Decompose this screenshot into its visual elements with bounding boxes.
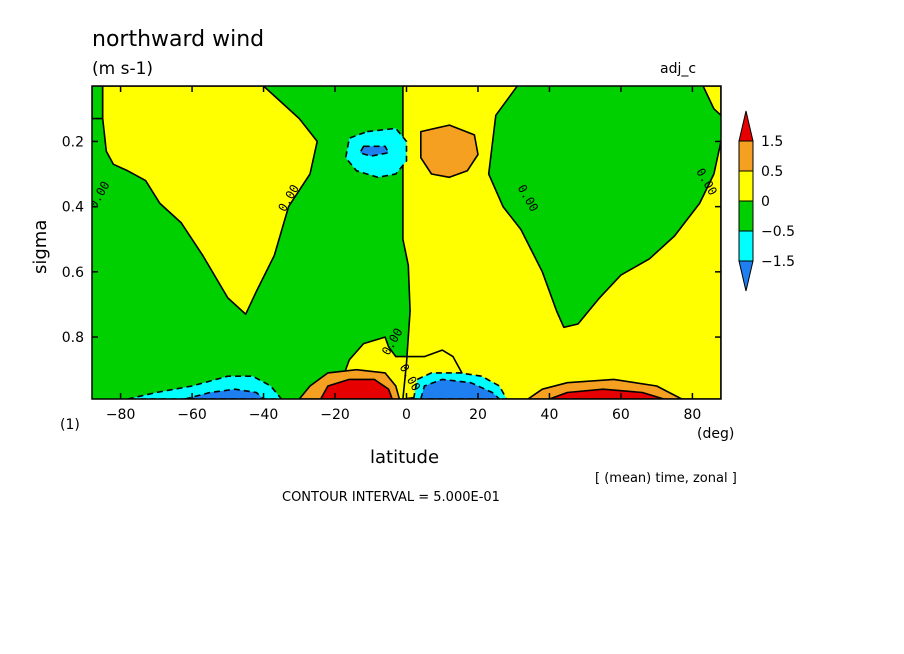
contour-region-lower-nh-pos-core (548, 388, 665, 399)
colorbar: 1.5 0.5 0 −0.5 −1.5 (738, 110, 795, 292)
x-tick-label: 60 (612, 407, 630, 423)
y-axis-ticks: 0.2 0.4 0.6 0.8 (62, 134, 721, 346)
contour-region-band-sh-polar (92, 86, 104, 120)
chart-units: (m s-1) (92, 59, 153, 79)
y-tick-label: 0.4 (62, 200, 84, 216)
colorbar-segment (738, 200, 754, 232)
chart-right-label: adj_c (660, 61, 696, 77)
corner-label: (1) (60, 417, 80, 433)
y-tick-label: 0.6 (62, 265, 84, 281)
x-tick-label: −20 (320, 407, 350, 423)
x-tick-label: 0 (402, 407, 411, 423)
colorbar-segment (738, 170, 754, 202)
colorbar-bottom-triangle (738, 260, 754, 292)
contour-region-lower-trop-pos-core (319, 378, 394, 399)
x-tick-label: 80 (683, 407, 701, 423)
chart-title: northward wind (92, 27, 264, 52)
x-axis-ticks: −80 −60 −40 −20 0 20 40 60 80 (106, 86, 701, 423)
contour-region-upper-neg-core (359, 145, 390, 157)
colorbar-level-label: 0.5 (761, 164, 783, 180)
x-axis-label: latitude (370, 447, 439, 468)
colorbar-level-label: 0 (761, 194, 770, 210)
contour-region-lower-sh-neg-core (184, 388, 265, 399)
colorbar-segment (738, 230, 754, 262)
x-tick-label: −60 (177, 407, 207, 423)
y-tick-label: 0.2 (62, 134, 84, 150)
colorbar-level-label: 1.5 (761, 134, 783, 150)
contour-region-upper-pos-cell (419, 124, 479, 179)
colorbar-top-triangle (738, 110, 754, 142)
y-axis-label: sigma (30, 220, 51, 274)
colorbar-level-label: −1.5 (761, 254, 795, 270)
contour-interval: CONTOUR INTERVAL = 5.000E-01 (282, 490, 500, 505)
contour-region-band-sh-midlat-upper (101, 86, 319, 316)
y-tick-label: 0.8 (62, 330, 84, 346)
contour-region-band-nh-polar (702, 86, 721, 117)
x-tick-label: −40 (249, 407, 279, 423)
x-tick-label: −80 (106, 407, 136, 423)
x-tick-label: 20 (469, 407, 487, 423)
plot-area: 0.00 0.00 0.000.000.000.00 (91, 85, 722, 400)
x-tick-label: 40 (541, 407, 559, 423)
x-units: (deg) (697, 426, 734, 442)
colorbar-segment (738, 140, 754, 172)
contour-region-lower-trop-neg-core (419, 378, 501, 399)
averaging-note: [ (mean) time, zonal ] (595, 471, 737, 486)
colorbar-level-label: −0.5 (761, 224, 795, 240)
